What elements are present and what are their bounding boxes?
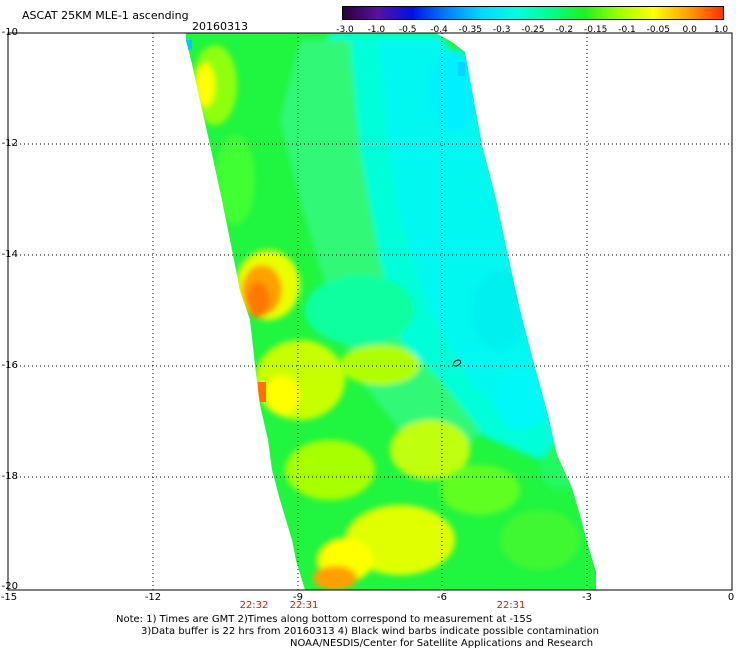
time-label: 22:31 — [289, 600, 319, 611]
colorbar-tick-label: -0.4 — [430, 25, 448, 35]
colorbar-tick-label: -3.0 — [336, 25, 354, 35]
y-tick-label: -14 — [1, 249, 18, 260]
colorbar-tick-label: -0.05 — [646, 25, 670, 35]
colorbar-tick-label: -0.2 — [555, 25, 574, 35]
map-frame — [7, 32, 733, 591]
colorbar-tick-label: 1.0 — [713, 25, 729, 35]
time-label: 22:32 — [239, 600, 269, 611]
product-title: ASCAT 25KM MLE-1 ascending — [22, 9, 189, 22]
note-line-1: Note: 1) Times are GMT 2)Times along bot… — [116, 614, 533, 625]
y-tick-label: -18 — [1, 471, 18, 482]
gridlines — [8, 33, 732, 590]
colorbar-tick-label: -0.15 — [584, 25, 608, 35]
note-line-3: NOAA/NESDIS/Center for Satellite Applica… — [290, 638, 594, 649]
x-tick-label: -6 — [437, 592, 447, 603]
wind-barb-marker — [452, 359, 462, 367]
colorbar — [342, 6, 724, 20]
colorbar-tick-label: -0.3 — [492, 25, 511, 35]
y-tick-label: -16 — [1, 360, 18, 371]
y-tick-label: -10 — [1, 27, 18, 38]
x-tick-label: -3 — [582, 592, 592, 603]
colorbar-tick-label: -0.35 — [458, 25, 482, 35]
x-tick-label: -15 — [0, 592, 18, 603]
y-tick-label: -12 — [1, 138, 18, 149]
wind-speed-swath — [186, 33, 596, 590]
x-tick-label: -9 — [293, 592, 303, 603]
colorbar-tick-label: -0.5 — [398, 25, 417, 35]
colorbar-tick-label: -0.1 — [618, 25, 636, 35]
x-tick-label: -12 — [144, 592, 162, 603]
x-tick-label: 0 — [727, 592, 735, 603]
time-label: 22:31 — [496, 600, 526, 611]
colorbar-tick-label: -1.0 — [367, 25, 386, 35]
colorbar-tick-label: 0.0 — [682, 25, 697, 35]
product-date: 20160313 — [192, 20, 248, 33]
note-line-2: 3)Data buffer is 22 hrs from 20160313 4)… — [141, 626, 599, 637]
colorbar-tick-label: -0.25 — [521, 25, 545, 35]
y-tick-label: -20 — [1, 581, 18, 592]
